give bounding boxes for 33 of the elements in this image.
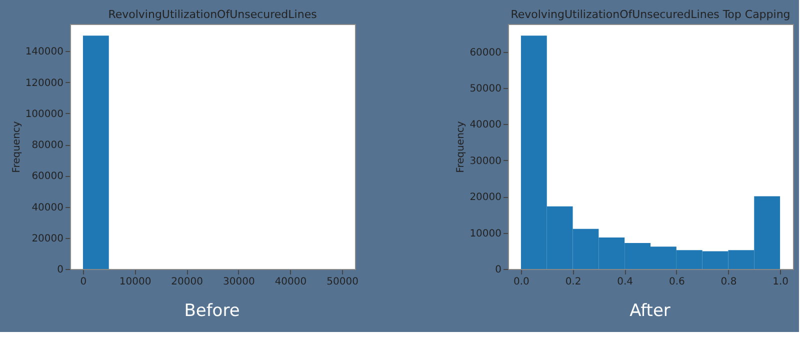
x-tick-label: 0.8 [720,276,737,288]
x-tick-label: 0 [80,276,87,288]
x-tick-label: 10000 [119,276,152,288]
y-tick-label: 40000 [32,202,64,214]
text: Before [184,301,240,321]
y-tick-label: 100000 [25,108,64,120]
y-tick-label: 10000 [470,228,502,240]
x-tick-label: 0.0 [514,276,530,288]
chart-title: RevolvingUtilizationOfUnsecuredLines Top Capping [510,8,790,21]
y-tick-label: 0 [57,264,64,276]
text: After [630,301,670,321]
x-tick-label: 0.2 [565,276,582,288]
y-tick-label: 50000 [470,84,502,95]
y-tick-label: 120000 [25,78,64,89]
y-tick-label: 40000 [470,120,502,131]
y-tick-label: 80000 [32,140,64,152]
y-tick-label: 30000 [470,156,502,167]
y-tick-label: 140000 [25,46,64,58]
x-tick-label: 30000 [223,276,255,288]
x-tick-label: 50000 [326,276,358,288]
y-axis-title: Frequency [11,121,22,173]
x-tick-label: 0.6 [668,276,685,288]
y-tick-label: 20000 [32,233,64,244]
y-tick-label: 0 [495,264,502,276]
y-tick-label: 60000 [470,47,502,58]
y-tick-label: 20000 [470,192,502,204]
x-tick-label: 20000 [171,276,203,288]
chart-title: RevolvingUtilizationOfUnsecuredLines [108,8,318,21]
x-tick-label: 0.4 [617,276,634,288]
y-axis-title: Frequency [456,121,467,173]
x-tick-label: 40000 [274,276,307,288]
x-tick-label: 1.0 [772,276,788,288]
y-tick-label: 60000 [32,171,64,182]
